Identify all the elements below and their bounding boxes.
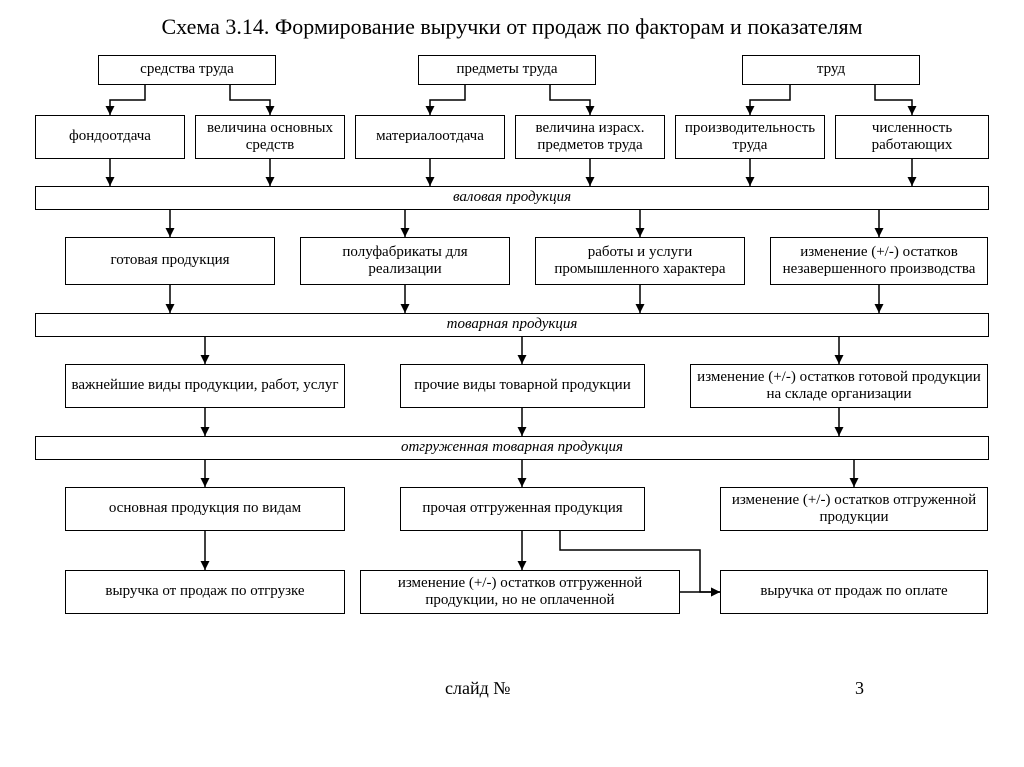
label: готовая продукция — [110, 252, 229, 269]
node-prochie-vidy: прочие виды товарной продукции — [400, 364, 645, 408]
node-vyruchka-oplate: выручка от продаж по оплате — [720, 570, 988, 614]
label: величина израсх. предметов труда — [520, 120, 660, 155]
node-otgruzhennaya: отгруженная товарная продукция — [35, 436, 989, 460]
label: полуфабрикаты для реализации — [305, 244, 505, 279]
node-osnovnaya-po-vidam: основная продукция по видам — [65, 487, 345, 531]
label: товарная продукция — [447, 316, 578, 333]
label: изменение (+/-) остатков отгруженной про… — [365, 575, 675, 610]
node-izmenenie-gp: изменение (+/-) остатков готовой продукц… — [690, 364, 988, 408]
label: отгруженная товарная продукция — [401, 439, 623, 456]
node-fondootdacha: фондоотдача — [35, 115, 185, 159]
label: основная продукция по видам — [109, 500, 301, 517]
label: труд — [817, 61, 845, 78]
label: фондоотдача — [69, 128, 151, 145]
slide-number: 3 — [855, 678, 864, 699]
node-sredstva-truda: средства труда — [98, 55, 276, 85]
node-velichina-os: величина основных средств — [195, 115, 345, 159]
node-valovaya-produktsiya: валовая продукция — [35, 186, 989, 210]
node-vazhneyshie-vidy: важнейшие виды продукции, работ, услуг — [65, 364, 345, 408]
node-chislennost: численность работающих — [835, 115, 989, 159]
node-gotovaya: готовая продукция — [65, 237, 275, 285]
label: изменение (+/-) остатков отгруженной про… — [725, 492, 983, 527]
label: предметы труда — [456, 61, 557, 78]
label: изменение (+/-) остатков незавершенного … — [775, 244, 983, 279]
label: выручка от продаж по отгрузке — [105, 583, 304, 600]
node-prochaya-otgr: прочая отгруженная продукция — [400, 487, 645, 531]
node-trud: труд — [742, 55, 920, 85]
node-izmenenie-nzp: изменение (+/-) остатков незавершенного … — [770, 237, 988, 285]
label: средства труда — [140, 61, 234, 78]
label: выручка от продаж по оплате — [760, 583, 947, 600]
label: изменение (+/-) остатков готовой продукц… — [695, 369, 983, 404]
label: прочие виды товарной продукции — [414, 377, 631, 394]
node-proizvoditelnost: производительность труда — [675, 115, 825, 159]
node-vyruchka-otgruzke: выручка от продаж по отгрузке — [65, 570, 345, 614]
diagram-title: Схема 3.14. Формирование выручки от прод… — [0, 0, 1024, 48]
label: прочая отгруженная продукция — [422, 500, 622, 517]
node-predmety-truda: предметы труда — [418, 55, 596, 85]
label: работы и услуги промышленного характера — [540, 244, 740, 279]
label: важнейшие виды продукции, работ, услуг — [71, 377, 338, 394]
label: производительность труда — [680, 120, 820, 155]
slide-label: слайд № — [445, 678, 510, 699]
node-materialootdacha: материалоотдача — [355, 115, 505, 159]
node-velichina-izrash: величина израсх. предметов труда — [515, 115, 665, 159]
label: величина основных средств — [200, 120, 340, 155]
label: материалоотдача — [376, 128, 484, 145]
node-izmenenie-neoplach: изменение (+/-) остатков отгруженной про… — [360, 570, 680, 614]
node-izmenenie-otgr: изменение (+/-) остатков отгруженной про… — [720, 487, 988, 531]
node-raboty-uslugi: работы и услуги промышленного характера — [535, 237, 745, 285]
node-tovarnaya-produktsiya: товарная продукция — [35, 313, 989, 337]
label: численность работающих — [840, 120, 984, 155]
node-polufabrikaty: полуфабрикаты для реализации — [300, 237, 510, 285]
label: валовая продукция — [453, 189, 571, 206]
